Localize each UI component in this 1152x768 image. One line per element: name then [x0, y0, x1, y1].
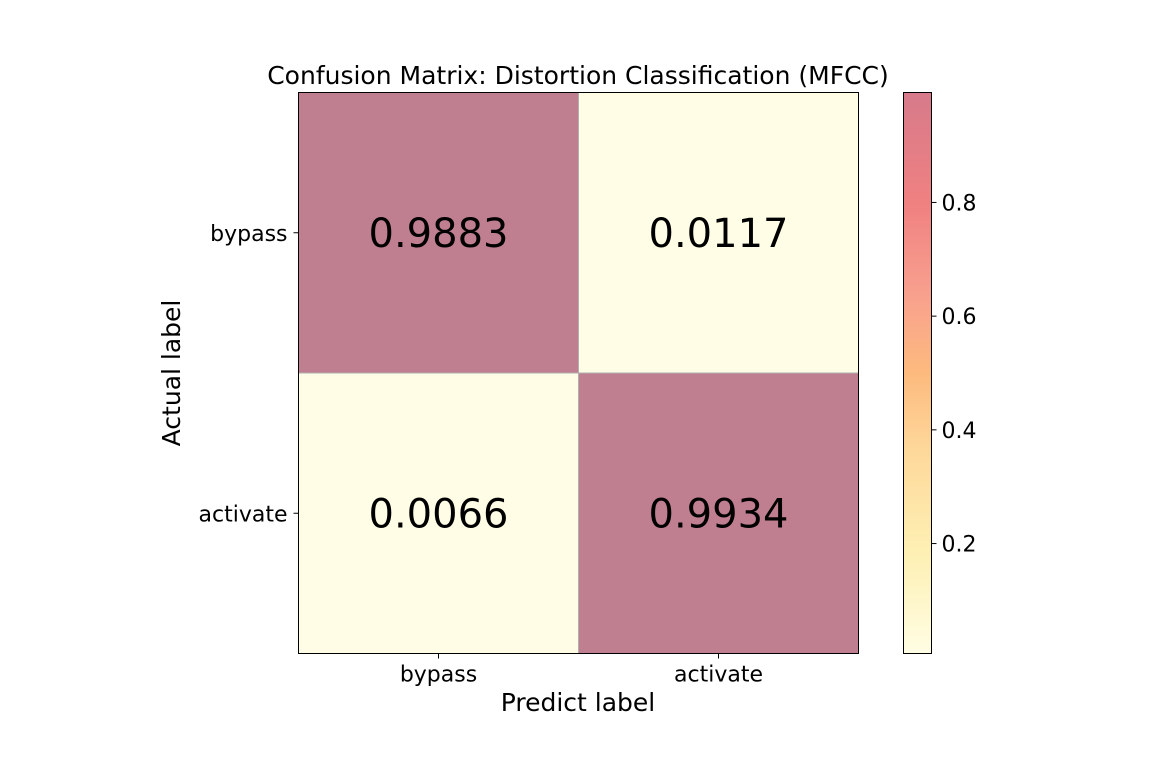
matrix-cell-1-0: [298, 372, 579, 654]
y-tick-labels: bypass activate: [199, 222, 299, 527]
colorbar-tick-label: 0.4: [942, 419, 977, 444]
x-axis-label: Predict label: [501, 688, 656, 717]
matrix-value-1-0: 0.0066: [369, 491, 509, 537]
plot-frame: [298, 92, 859, 654]
colorbar-tick-label: 0.6: [942, 305, 977, 330]
y-axis-label: Actual label: [157, 300, 186, 447]
x-tick-labels: bypass activate: [400, 653, 763, 688]
matrix-cell-1-1: [578, 372, 859, 654]
matrix-value-0-0: 0.9883: [369, 211, 509, 257]
colorbar-ticks: 0.2 0.4 0.6 0.8: [931, 191, 977, 558]
matrix-cell-0-1: [578, 92, 859, 374]
colorbar-tick-label: 0.8: [942, 191, 977, 216]
matrix-cells: 0.9883 0.0117 0.0066 0.9934: [298, 92, 859, 654]
chart-title: Confusion Matrix: Distortion Classificat…: [267, 61, 889, 90]
matrix-value-0-1: 0.0117: [649, 211, 789, 257]
colorbar: [903, 92, 932, 654]
x-tick-label: bypass: [400, 663, 477, 688]
y-tick-label: bypass: [210, 222, 287, 247]
y-tick-label: activate: [199, 502, 288, 527]
x-tick-label: activate: [674, 663, 763, 688]
colorbar-tick-label: 0.2: [942, 533, 977, 558]
matrix-value-1-1: 0.9934: [649, 491, 789, 537]
matrix-cell-0-0: [298, 92, 579, 374]
